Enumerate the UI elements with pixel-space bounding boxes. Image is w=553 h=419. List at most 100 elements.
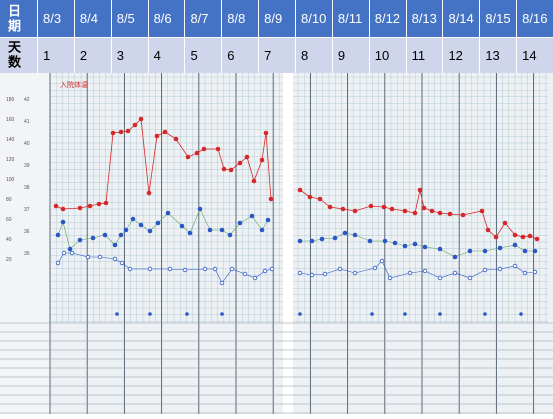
pulse-scale-label: 160: [6, 117, 15, 123]
day-row: 天数 1 2 3 4 5 6 7 8 9 10 11 12 13 14: [0, 37, 553, 73]
secondary-point: [112, 242, 118, 248]
temperature-point: [132, 122, 138, 128]
secondary-point: [532, 248, 538, 254]
pulse-point: [452, 270, 458, 276]
column-divider: [406, 0, 407, 73]
temperature-point: [485, 227, 491, 233]
date-cell: 8/7: [190, 11, 209, 26]
temp-scale-label: 40: [24, 141, 30, 147]
temperature-point: [87, 203, 93, 209]
temp-scale-label: 42: [24, 97, 30, 103]
secondary-point: [437, 246, 443, 252]
day-cell: 3: [116, 47, 124, 63]
pulse-point: [252, 275, 258, 281]
date-cell: 8/9: [264, 11, 283, 26]
secondary-point: [392, 240, 398, 246]
secondary-point: [237, 220, 243, 226]
date-cell: 8/5: [116, 11, 135, 26]
pulse-point: [422, 268, 428, 274]
temperature-point: [534, 236, 540, 242]
temperature-point: [110, 130, 116, 136]
pulse-point: [69, 250, 75, 256]
temperature-point: [162, 129, 168, 135]
secondary-point: [130, 216, 136, 222]
day-cell: 7: [264, 47, 272, 63]
pulse-point: [297, 270, 303, 276]
temperature-point: [60, 206, 66, 212]
date-cell: 8/15: [485, 11, 511, 26]
secondary-point: [402, 243, 408, 249]
pulse-scale-label: 80: [6, 197, 12, 203]
secondary-point: [187, 230, 193, 236]
pulse-point: [262, 268, 268, 274]
temperature-point: [215, 146, 221, 152]
lower-marker: [519, 312, 523, 316]
temperature-point: [412, 210, 418, 216]
temperature-point: [368, 203, 374, 209]
column-divider: [184, 0, 185, 73]
pulse-point: [437, 275, 443, 281]
day-cell: 14: [522, 47, 537, 63]
secondary-point: [412, 241, 418, 247]
secondary-point: [382, 238, 388, 244]
secondary-point: [352, 232, 358, 238]
pulse-point: [147, 266, 153, 272]
pulse-point: [61, 250, 67, 256]
temp-scale-label: 36: [24, 229, 30, 235]
column-divider: [37, 0, 38, 73]
date-cell: 8/16: [522, 11, 548, 26]
pulse-point: [497, 266, 503, 272]
pulse-scale-label: 180: [6, 97, 15, 103]
column-divider: [111, 0, 112, 73]
temperature-point: [307, 194, 313, 200]
secondary-point: [227, 232, 233, 238]
secondary-point: [522, 248, 528, 254]
temperature-point: [421, 205, 427, 211]
date-cell: 8/12: [374, 11, 401, 26]
secondary-point: [219, 227, 225, 233]
temperature-point: [154, 133, 160, 139]
pulse-point: [467, 275, 473, 281]
pulse-point: [229, 266, 235, 272]
day-cell: 10: [374, 47, 390, 63]
temperature-point: [228, 167, 234, 173]
day-header-text: 天数: [6, 40, 21, 70]
lower-marker: [370, 312, 374, 316]
temperature-point: [512, 232, 518, 238]
secondary-point: [55, 232, 61, 238]
secondary-point: [265, 217, 271, 223]
pulse-scale-label: 20: [6, 257, 12, 263]
day-cell: 11: [411, 47, 426, 63]
temperature-point: [389, 206, 395, 212]
column-divider: [479, 0, 480, 73]
temperature-point: [527, 233, 533, 239]
secondary-point: [165, 210, 171, 216]
secondary-point: [179, 223, 185, 229]
pulse-point: [522, 270, 528, 276]
temperature-point: [221, 166, 227, 172]
secondary-point: [102, 232, 108, 238]
temp-scale-label: 37: [24, 207, 30, 213]
day-cell: 4: [153, 47, 161, 63]
pulse-scale-label: 60: [6, 217, 12, 223]
day-row-header: 天数: [0, 37, 37, 73]
column-divider: [332, 0, 333, 73]
column-divider: [148, 0, 149, 73]
lower-marker: [483, 312, 487, 316]
secondary-point: [482, 248, 488, 254]
pulse-point: [309, 272, 315, 278]
pulse-point: [372, 265, 378, 271]
temperature-point: [263, 130, 269, 136]
temp-scale-label: 38: [24, 185, 30, 191]
date-cell: 8/14: [448, 11, 474, 26]
secondary-point: [319, 236, 325, 242]
pulse-point: [379, 258, 385, 264]
temperature-point: [146, 190, 152, 196]
pulse-scale-label: 100: [6, 177, 15, 183]
pulse-point: [482, 267, 488, 273]
secondary-point: [332, 235, 338, 241]
lower-marker: [403, 312, 407, 316]
temperature-point: [194, 150, 200, 156]
secondary-point: [249, 213, 255, 219]
pulse-point: [182, 267, 188, 273]
